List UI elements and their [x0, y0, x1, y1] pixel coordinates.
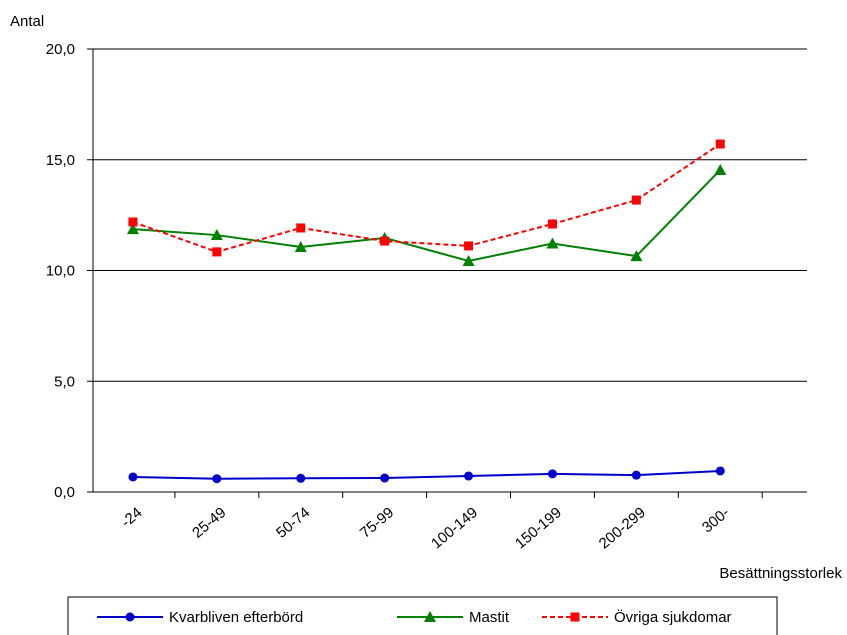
point [547, 469, 557, 479]
point [212, 247, 222, 257]
point [294, 241, 307, 253]
point [715, 466, 725, 476]
point [547, 219, 557, 229]
point [128, 217, 138, 227]
y-tick-label: 5,0 [54, 373, 75, 390]
x-tick-label: 150-199 [512, 504, 565, 552]
y-tick-label: 15,0 [46, 152, 75, 169]
legend-label: Kvarbliven efterbörd [169, 609, 303, 626]
x-tick-label: 300- [699, 504, 733, 536]
point [125, 612, 135, 622]
point [630, 250, 643, 262]
y-tick-label: 10,0 [46, 263, 75, 280]
point [380, 236, 390, 246]
x-axis-title: Besättningsstorlek [719, 565, 842, 582]
point [570, 612, 580, 622]
series-line [132, 469, 721, 480]
point [212, 474, 222, 484]
point [464, 241, 474, 251]
x-tick-label: -24 [118, 504, 146, 531]
point [128, 472, 138, 482]
y-tick-label: 20,0 [46, 41, 75, 58]
point [631, 195, 641, 205]
point [126, 223, 139, 235]
x-tick-label: 200-299 [596, 504, 649, 552]
point [424, 611, 436, 622]
x-tick-label: 100-149 [428, 504, 481, 552]
point [296, 473, 306, 483]
point [715, 139, 725, 149]
x-tick-label: 75-99 [357, 504, 397, 542]
legend-label: Mastit [469, 609, 510, 626]
series-line [132, 169, 721, 263]
point [296, 223, 306, 233]
y-axis-title: Antal [10, 13, 44, 30]
point [210, 229, 223, 241]
legend-label: Övriga sjukdomar [614, 608, 732, 626]
point [546, 237, 559, 249]
point [714, 163, 727, 175]
point [631, 470, 641, 480]
point [380, 473, 390, 483]
series-line [132, 143, 721, 253]
point [462, 254, 475, 266]
y-tick-label: 0,0 [54, 484, 75, 501]
point [464, 471, 474, 481]
x-tick-label: 50-74 [273, 504, 313, 542]
x-tick-label: 25-49 [189, 504, 229, 542]
